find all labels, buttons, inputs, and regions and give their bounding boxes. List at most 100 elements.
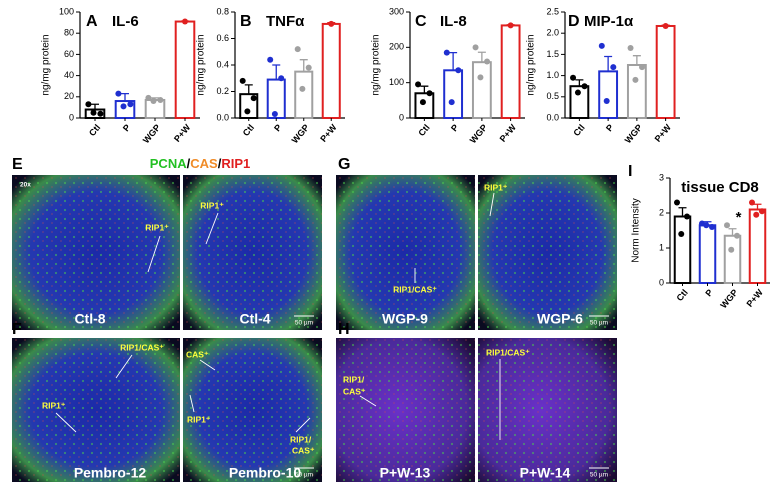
error-bar	[449, 51, 458, 71]
error-bar	[728, 228, 737, 236]
y-tick-label: 0.0	[216, 112, 229, 122]
stain-legend: PCNA/CAS/RIP1	[150, 156, 250, 171]
bar	[598, 70, 619, 119]
data-point	[759, 208, 765, 215]
data-point	[239, 77, 246, 84]
error-bar	[91, 103, 99, 110]
scale-label: 50 µm	[590, 320, 608, 327]
separator: /	[187, 156, 191, 171]
chart-title: TNFα	[266, 13, 305, 30]
error-bar	[272, 64, 281, 80]
error-bar	[604, 55, 613, 72]
cell-label: RIP1/	[343, 374, 365, 384]
y-axis-label: ng/mg protein	[41, 34, 52, 95]
pointer-line	[115, 354, 133, 379]
x-tick-label: P	[449, 122, 461, 133]
x-tick-label: Ctl	[571, 122, 586, 138]
x-tick-label: WGP	[718, 287, 739, 310]
data-point	[426, 90, 433, 97]
data-point	[305, 64, 312, 71]
data-point	[678, 231, 685, 237]
micrograph-texture	[12, 175, 180, 330]
y-tick-label: 200	[389, 42, 404, 52]
y-tick-label: 0.8	[216, 6, 229, 16]
x-tick-label: WGP	[290, 122, 311, 145]
bar	[723, 234, 742, 284]
separator: /	[218, 156, 222, 171]
data-point	[244, 108, 251, 115]
data-point	[477, 74, 484, 81]
x-tick-label: P	[272, 122, 284, 133]
y-tick-label: 1.0	[546, 70, 559, 80]
cell-label: CAS⁺	[343, 386, 366, 396]
sample-name: P+W-13	[380, 465, 431, 481]
bar	[748, 208, 767, 284]
cell-label: RIP1/CAS⁺	[120, 342, 164, 352]
data-point	[724, 222, 730, 229]
magnification: 20x	[20, 182, 31, 189]
x-tick-label: Ctl	[241, 122, 256, 138]
data-point	[639, 64, 646, 71]
data-point	[271, 111, 278, 118]
y-tick-label: 3	[659, 172, 664, 182]
x-tick-label: P+W	[172, 122, 193, 144]
data-point	[709, 224, 715, 230]
y-tick-label: 40	[64, 70, 74, 80]
panel-letter: A	[86, 13, 98, 30]
panel-letter: B	[240, 13, 252, 30]
y-tick-label: 0	[399, 112, 404, 122]
chart-title: MIP-1α	[584, 13, 634, 30]
data-point	[85, 101, 92, 108]
data-point	[570, 74, 577, 81]
data-point	[127, 101, 134, 108]
data-point	[299, 85, 306, 92]
micrograph-texture	[336, 175, 475, 330]
data-point	[443, 49, 450, 56]
data-point	[603, 98, 610, 105]
chart-title: IL-6	[112, 13, 139, 30]
cell-label: RIP1⁺	[200, 200, 224, 210]
panel-letter: H	[338, 321, 350, 338]
cell-label: RIP1/	[290, 434, 312, 444]
bar	[294, 70, 314, 119]
y-tick-label: 0	[659, 277, 664, 287]
sample-name: Ctl-8	[74, 311, 105, 327]
y-tick-label: 2.0	[546, 28, 559, 38]
stain-name: RIP1	[221, 156, 250, 171]
chart-title: tissue CD8	[681, 179, 759, 196]
cell-label: RIP1⁺	[42, 400, 66, 410]
bar	[500, 24, 521, 119]
data-point	[507, 22, 514, 29]
cell-label: CAS⁺	[292, 445, 315, 455]
stain-name: PCNA	[150, 156, 187, 171]
cell-label: RIP1⁺	[187, 414, 211, 424]
data-point	[448, 99, 455, 106]
data-point	[627, 45, 634, 52]
micrograph-texture	[12, 338, 180, 482]
data-point	[749, 199, 755, 206]
scale-label: 50 µm	[295, 472, 313, 479]
x-tick-label: P+W	[653, 122, 674, 144]
bar	[673, 215, 692, 284]
error-bar	[753, 203, 762, 210]
cell-label: RIP1⁺	[484, 182, 508, 192]
error-bar	[299, 59, 308, 72]
data-point	[419, 99, 426, 106]
sample-name: WGP-9	[382, 311, 428, 327]
y-axis-label: ng/mg protein	[526, 34, 537, 95]
pointer-line	[489, 192, 495, 217]
y-tick-label: 0	[69, 112, 74, 122]
y-tick-label: 20	[64, 91, 74, 101]
x-tick-label: Ctl	[416, 122, 431, 138]
y-tick-label: 100	[59, 6, 74, 16]
data-point	[250, 95, 257, 102]
data-point	[632, 76, 639, 83]
data-point	[610, 64, 617, 71]
sample-name: Ctl-4	[239, 311, 270, 327]
data-point	[278, 75, 285, 82]
data-point	[684, 213, 690, 220]
annotation: *	[736, 209, 742, 226]
bar	[471, 61, 492, 119]
scale-label: 50 µm	[590, 472, 608, 479]
